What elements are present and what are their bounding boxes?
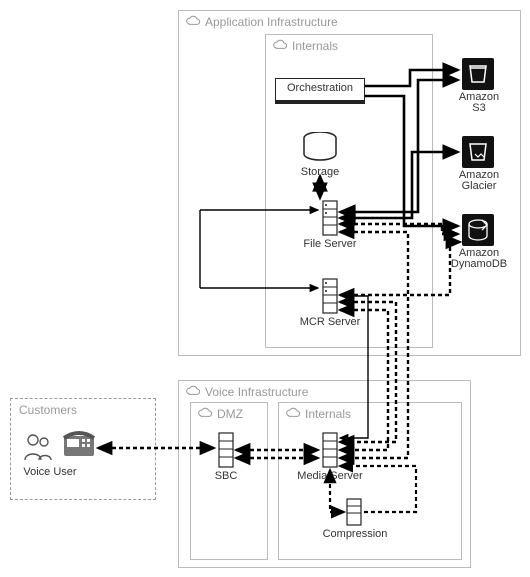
connections [0, 0, 530, 577]
